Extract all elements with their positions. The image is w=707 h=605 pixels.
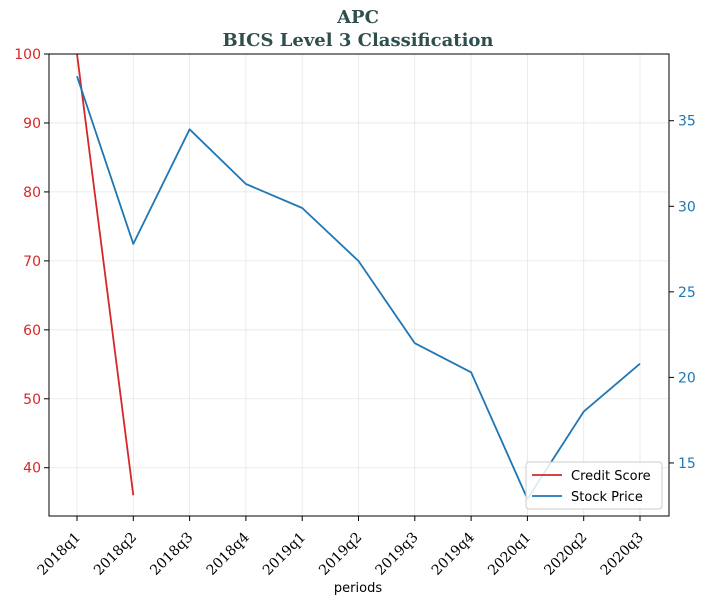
grid [49, 53, 669, 516]
x-tick-label: 2020q1 [485, 530, 534, 579]
chart-title: APC [336, 7, 379, 28]
x-tick-label: 2018q3 [147, 530, 196, 579]
x-tick-label: 2019q2 [316, 530, 365, 579]
right-tick-label: 30 [678, 199, 696, 215]
x-tick-label: 2020q2 [541, 530, 590, 579]
left-tick-label: 60 [23, 323, 41, 339]
x-tick-label: 2019q4 [429, 529, 478, 578]
x-tick-label: 2019q1 [260, 530, 309, 579]
legend-box [525, 461, 663, 510]
series-line-credit-score [76, 53, 135, 496]
x-axis-label: periods [334, 581, 382, 596]
right-tick-label: 35 [678, 114, 696, 130]
x-tick-label: 2018q2 [91, 530, 140, 579]
left-tick-label: 50 [23, 392, 41, 408]
x-tick-label: 2018q1 [35, 530, 84, 579]
legend: Credit Score Stock Price [525, 461, 663, 510]
legend-label: Credit Score [571, 469, 651, 484]
left-tick-label: 90 [23, 116, 41, 132]
left-tick-label: 40 [23, 461, 41, 477]
left-tick-label: 100 [14, 47, 41, 63]
left-tick-label: 80 [23, 185, 41, 201]
x-tick-label: 2019q3 [372, 530, 421, 579]
right-axis: 15 20 25 30 35 [669, 114, 696, 472]
right-tick-label: 20 [678, 370, 696, 386]
chart-subtitle: BICS Level 3 Classification [222, 30, 493, 51]
left-axis: 40 50 60 70 80 90 100 [14, 47, 49, 477]
legend-label: Stock Price [571, 490, 643, 505]
right-tick-label: 15 [678, 456, 696, 472]
x-tick-label: 2018q4 [204, 529, 253, 578]
left-tick-label: 70 [23, 254, 41, 270]
right-tick-label: 25 [678, 285, 696, 301]
x-tick-label: 2020q3 [598, 530, 647, 579]
x-axis: 2018q1 2018q2 2018q3 2018q4 2019q1 2019q2 2019… [35, 516, 647, 579]
